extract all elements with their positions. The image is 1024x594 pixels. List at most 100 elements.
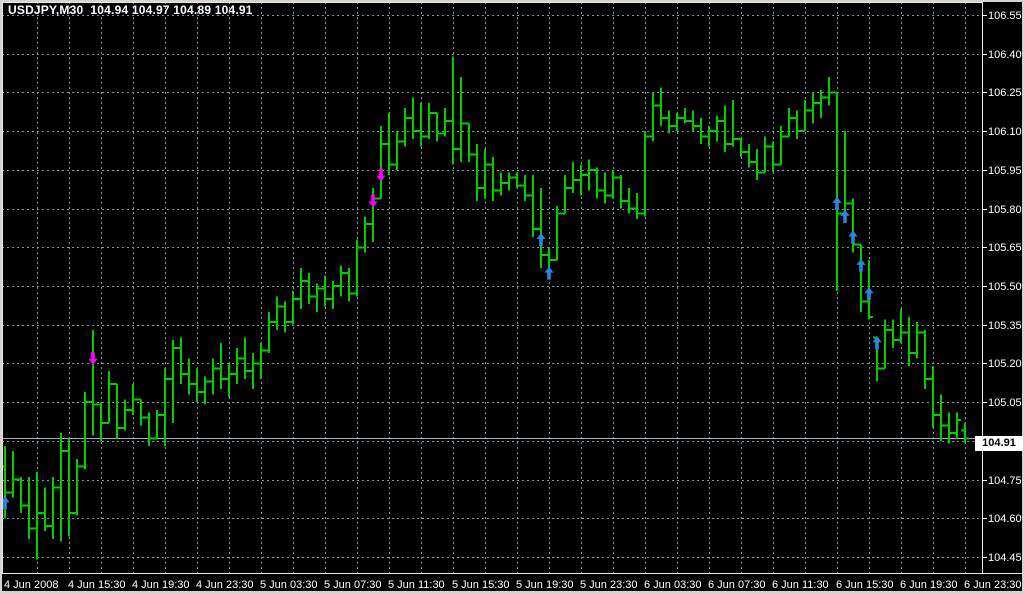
ohlc-bar [129, 384, 137, 416]
ohlc-bar [513, 172, 521, 188]
ohlc-bar [481, 149, 489, 199]
ohlc-bar [289, 291, 297, 325]
ohlc-bar [73, 458, 81, 516]
trade-signals [0, 168, 882, 510]
ohlc-bar [177, 337, 185, 385]
ohlc-bar [105, 371, 113, 424]
ohlc-bar [641, 131, 649, 217]
time-axis-label: 4 Jun 2008 [4, 579, 58, 591]
ohlc-bar [681, 107, 689, 124]
ohlc-bar [929, 366, 937, 428]
ohlc-bar [9, 451, 17, 498]
buy-arrow-icon [864, 287, 874, 301]
time-axis-label: 5 Jun 19:30 [516, 579, 574, 591]
ohlc-bar [721, 105, 729, 152]
plot-frame [0, 2, 1024, 574]
ohlc-bar [161, 368, 169, 447]
ohlc-bar [449, 56, 457, 165]
ohlc-bar [113, 383, 121, 439]
ohlc-bar [377, 125, 385, 200]
ohlc-bar [761, 136, 769, 174]
ohlc-bar [889, 319, 897, 348]
ohlc-bar [305, 273, 313, 305]
ohlc-bar [81, 391, 89, 470]
ohlc-bar [801, 100, 809, 133]
price-axis-label: 106.25 [988, 87, 1022, 99]
time-axis-label: 5 Jun 07:30 [324, 579, 382, 591]
ohlc-bar [249, 353, 257, 390]
price-axis-label: 105.20 [988, 358, 1022, 370]
ohlc-bar [825, 76, 833, 106]
time-axis-label: 6 Jun 11:30 [772, 579, 829, 591]
price-axis-label: 105.35 [988, 320, 1022, 332]
time-axis-label: 6 Jun 07:30 [708, 579, 766, 591]
ohlc-bar [673, 113, 681, 132]
ohlc-bar [593, 167, 601, 199]
ohlc-bars [1, 56, 969, 560]
ohlc-bar [777, 125, 785, 166]
buy-arrow-icon [536, 233, 546, 247]
ohlc-bar [65, 438, 73, 537]
ohlc-bar [385, 113, 393, 176]
ohlc-bar [425, 102, 433, 139]
ohlc-bar [585, 159, 593, 191]
ohlc-bar [281, 301, 289, 333]
ohlc-bar [697, 118, 705, 145]
ohlc-bar [401, 107, 409, 147]
ohlc-bar [793, 110, 801, 139]
time-axis-label: 4 Jun 23:30 [196, 579, 254, 591]
ohlc-bar [409, 97, 417, 139]
time-axis-label: 5 Jun 23:30 [580, 579, 638, 591]
ohlc-bar [417, 102, 425, 147]
ohlc-bar [393, 131, 401, 170]
ohlc-bar [945, 412, 953, 444]
ohlc-bar [649, 92, 657, 142]
ohlc-bar [745, 144, 753, 168]
ohlc-bar [753, 149, 761, 181]
ohlc-bar [657, 87, 665, 126]
ohlc-bar [121, 399, 129, 431]
ohlc-bar [33, 471, 41, 560]
ohlc-bar [577, 164, 585, 196]
time-axis[interactable]: 4 Jun 2008 4 Jun 15:30 4 Jun 19:30 4 Jun 23… [4, 579, 1022, 591]
ohlc-bar [321, 275, 329, 307]
ohlc-bar [193, 368, 201, 403]
ohlc-bar [529, 175, 537, 237]
ohlc-bar [609, 169, 617, 199]
price-axis-label: 104.60 [988, 513, 1022, 525]
ohlc-bar [297, 267, 305, 310]
ohlc-bar [625, 187, 633, 214]
ohlc-bar [137, 398, 145, 426]
ohlc-bar [561, 175, 569, 215]
ohlc-bar [953, 412, 961, 439]
ohlc-bar [41, 487, 49, 532]
ohlc-bar [209, 358, 217, 395]
time-axis-label: 4 Jun 19:30 [132, 579, 190, 591]
ohlc-bar [785, 107, 793, 138]
ohlc-bar [857, 243, 865, 312]
ohlc-bar [265, 311, 273, 354]
time-axis-label: 6 Jun 15:30 [836, 579, 894, 591]
ohlc-bar [49, 476, 57, 539]
ohlc-bar [345, 267, 353, 302]
ohlc-bar [145, 412, 153, 447]
current-price-tag: 104.91 [975, 436, 1023, 451]
ohlc-bar [457, 76, 465, 163]
ohlc-bar [729, 100, 737, 147]
price-axis-label: 106.10 [988, 126, 1022, 138]
price-axis[interactable]: 106.55 106.40 106.25 106.10 105.95 105.80 105.… [982, 10, 1022, 564]
ohlc-bar [185, 358, 193, 395]
ohlc-bar [361, 216, 369, 253]
ohlc-bar [473, 144, 481, 201]
ohlc-bar [225, 363, 233, 397]
ohlc-bar [921, 329, 929, 390]
price-axis-label: 105.50 [988, 281, 1022, 293]
price-axis-label: 105.65 [988, 242, 1022, 254]
ohlc-bar [537, 187, 545, 268]
time-axis-label: 5 Jun 11:30 [388, 579, 445, 591]
ohlc-bar [809, 92, 817, 124]
